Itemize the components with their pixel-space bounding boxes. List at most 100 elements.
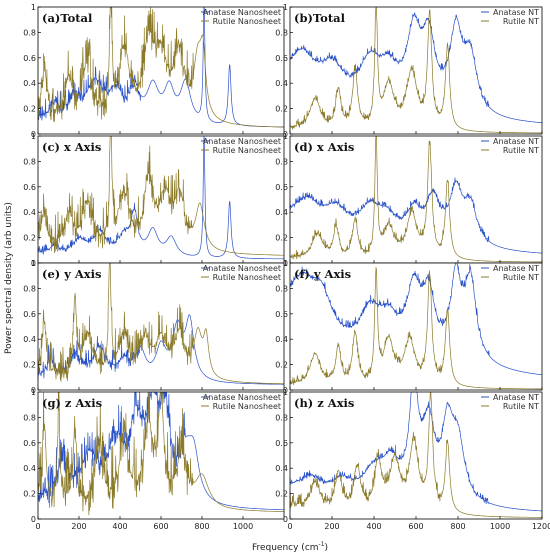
panel-6: 00.20.40.60.810 200 400 600 800 1000(g) z Axi…: [23, 388, 285, 531]
y-tick-label: 0.4: [275, 208, 288, 217]
plot-area: [290, 136, 542, 263]
panel-2: 0 0.2 0.4 0.6 0.8 1 (c) x Axis Anatase Nanoshee…: [23, 132, 285, 268]
panel-title: (e) y Axis: [42, 267, 102, 281]
legend-entry: Anatase Nanosheet: [203, 393, 281, 402]
plot-area: [38, 7, 284, 134]
y-tick-label: 1: [31, 388, 36, 397]
y-tick-label: 0: [283, 515, 288, 524]
y-tick-label: 1: [283, 388, 288, 397]
y-tick-label: 0: [283, 386, 288, 395]
y-tick-label: 1: [283, 259, 288, 268]
legend-entry: Rutile NT: [503, 146, 539, 155]
x-tick-label: 1200: [532, 522, 550, 531]
legend-entry: Rutile Nanosheet: [213, 273, 281, 282]
legend-entry: Rutile NT: [503, 273, 539, 282]
legend-entry: Anatase NT: [493, 137, 539, 146]
y-tick-label: 1: [31, 132, 36, 141]
plot-area: [290, 263, 542, 390]
y-tick-label: 0.8: [275, 284, 288, 293]
series-line-anatase: [37, 135, 284, 260]
x-axis-label-main: Frequency (cm: [252, 543, 319, 553]
legend-entry: Rutile Nanosheet: [213, 17, 281, 26]
y-tick-label: 0.8: [23, 28, 36, 37]
y-tick-label: 0.2: [23, 490, 36, 499]
panel-5: 0 0.2 0.4 0.6 0.8 1 (f) y Axis Anatase NTRutile…: [275, 259, 543, 395]
x-tick-label: 400: [366, 522, 381, 531]
y-tick-label: 1: [31, 259, 36, 268]
plot-area: [38, 263, 284, 390]
y-tick-label: 0.8: [275, 28, 288, 37]
y-tick-label: 1: [283, 132, 288, 141]
legend-entry: Anatase Nanosheet: [203, 264, 281, 273]
y-tick-label: 0.8: [23, 284, 36, 293]
panel-0: 0 0.2 0.4 0.6 0.8 1 (a)Total Anatase NanosheetR…: [23, 3, 285, 139]
legend-entry: Anatase Nanosheet: [203, 8, 281, 17]
y-tick-label: 0.8: [23, 157, 36, 166]
panel-4: 0 0.2 0.4 0.6 0.8 1 (e) y Axis Anatase Nanoshee…: [23, 259, 285, 395]
x-axis-label-sup: -1: [319, 541, 325, 548]
y-tick-label: 0.6: [275, 310, 288, 319]
y-tick-label: 0.4: [275, 464, 288, 473]
y-tick-label: 0.4: [23, 335, 36, 344]
y-tick-label: 0.2: [275, 490, 288, 499]
panel-title: (d) x Axis: [294, 140, 354, 154]
x-tick-label: 800: [194, 522, 209, 531]
y-tick-label: 0: [31, 130, 36, 139]
series-line-anatase: [37, 314, 284, 385]
y-tick-label: 0.2: [275, 234, 288, 243]
panel-title: (h) z Axis: [294, 396, 354, 410]
y-tick-label: 0.6: [23, 310, 36, 319]
y-tick-label: 0.6: [275, 54, 288, 63]
series-line-rutile: [37, 6, 284, 128]
y-tick-label: 0.2: [23, 234, 36, 243]
x-axis-label-close: ): [325, 543, 329, 553]
y-tick-label: 0.8: [275, 157, 288, 166]
y-tick-label: 1: [283, 3, 288, 12]
series-line-anatase: [289, 12, 542, 124]
y-tick-label: 0: [283, 130, 288, 139]
legend-entry: Anatase NT: [493, 8, 539, 17]
x-axis-label: Frequency (cm-1): [252, 541, 328, 553]
series-line-anatase: [289, 177, 542, 254]
x-tick-label: 0: [287, 522, 292, 531]
panel-title: (a)Total: [42, 11, 93, 25]
y-tick-label: 0: [283, 259, 288, 268]
panel-7: 00.20.40.60.810 200 400 600 800 1000 1200(h) z…: [275, 388, 550, 531]
y-tick-label: 0.6: [23, 439, 36, 448]
panel-3: 0 0.2 0.4 0.6 0.8 1 (d) x Axis Anatase NTRutile…: [275, 132, 543, 268]
legend-entry: Anatase Nanosheet: [203, 137, 281, 146]
legend-entry: Rutile Nanosheet: [213, 146, 281, 155]
x-tick-label: 600: [153, 522, 168, 531]
y-tick-label: 0.4: [275, 335, 288, 344]
y-tick-label: 0.6: [275, 183, 288, 192]
y-tick-label: 0.2: [23, 105, 36, 114]
y-tick-label: 0.6: [23, 183, 36, 192]
y-tick-label: 0.6: [275, 439, 288, 448]
y-tick-label: 0.4: [275, 79, 288, 88]
x-tick-label: 200: [71, 522, 86, 531]
x-tick-label: 800: [450, 522, 465, 531]
y-tick-label: 0.2: [275, 361, 288, 370]
y-tick-label: 0.4: [23, 79, 36, 88]
y-tick-label: 0.6: [23, 54, 36, 63]
legend-entry: Rutile Nanosheet: [213, 402, 281, 411]
panel-title: (b)Total: [294, 11, 346, 25]
x-tick-label: 600: [408, 522, 423, 531]
y-tick-label: 0: [31, 259, 36, 268]
x-tick-label: 400: [112, 522, 127, 531]
legend-entry: Rutile NT: [503, 402, 539, 411]
y-tick-label: 0.8: [23, 413, 36, 422]
legend-entry: Anatase NT: [493, 264, 539, 273]
y-tick-label: 0.2: [275, 105, 288, 114]
series-line-rutile: [37, 135, 284, 256]
legend-entry: Rutile NT: [503, 17, 539, 26]
x-tick-label: 0: [35, 522, 40, 531]
panel-title: (g) z Axis: [42, 396, 102, 410]
panel-grid: 00.20.40.60.81(a)Total Anatase NanosheetR…: [23, 3, 550, 531]
plot-area: [38, 392, 284, 519]
y-tick-label: 0: [31, 386, 36, 395]
x-tick-label: 200: [324, 522, 339, 531]
y-tick-label: 1: [31, 3, 36, 12]
legend-entry: Anatase NT: [493, 393, 539, 402]
